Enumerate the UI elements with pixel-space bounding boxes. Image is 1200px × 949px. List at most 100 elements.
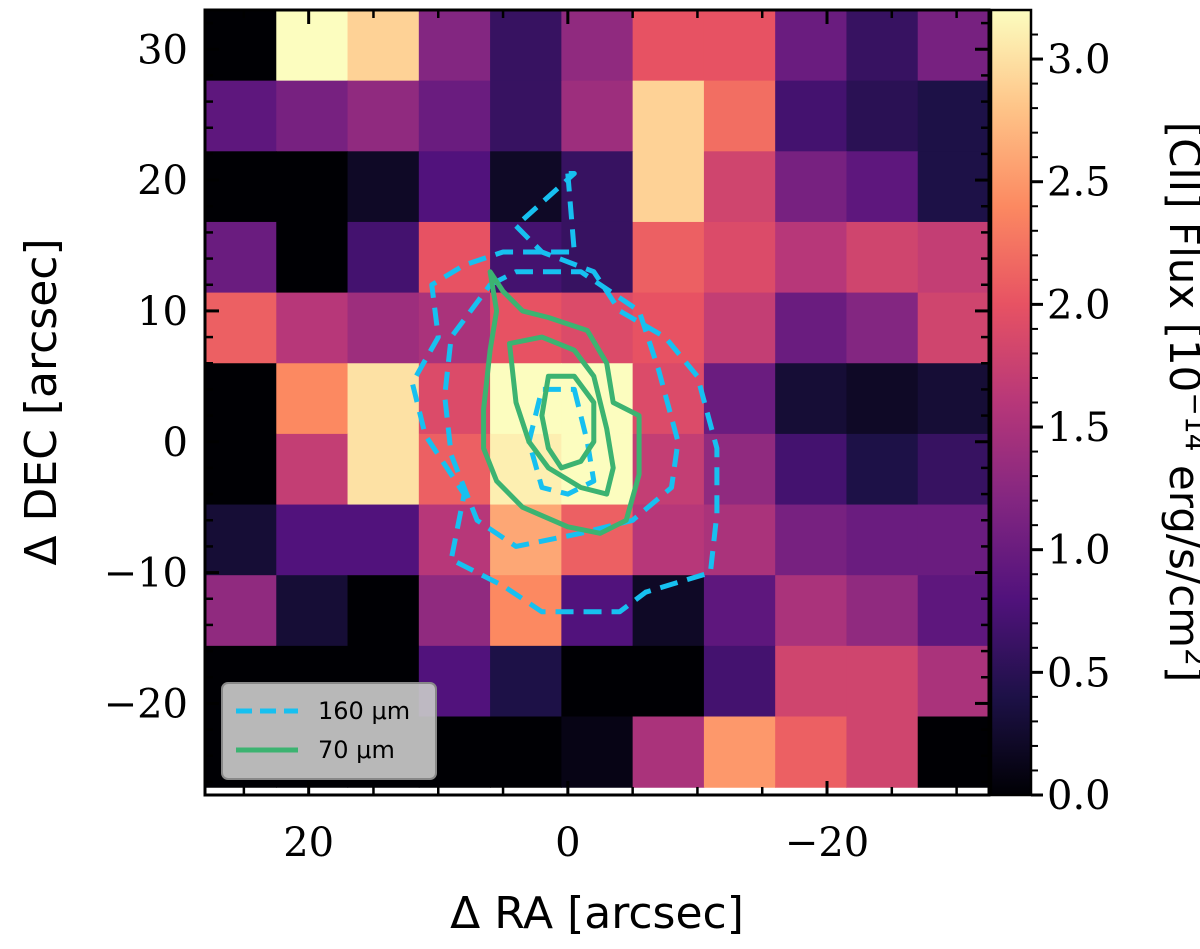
heatmap-cell [205,151,277,223]
heatmap-cell [205,504,277,576]
heatmap-cell [703,10,776,82]
heatmap-cell [276,433,349,506]
legend: 160 μm 70 μm [221,682,437,780]
contour-70um [481,269,642,536]
heatmap-cell [418,80,491,152]
heatmap-cell [561,645,634,718]
heatmap-cell [418,10,491,82]
heatmap-cell [632,716,705,788]
heatmap-cell [205,433,277,506]
heatmap-cell [775,575,848,647]
heatmap-cell [347,292,420,364]
colorbar-tick-label: 2.5 [1047,160,1111,206]
heatmap-cell [846,221,919,294]
heatmap-cell [276,363,349,435]
heatmap-cell [917,363,989,435]
colorbar-tick-label: 1.5 [1047,405,1111,451]
heatmap-cell [490,10,562,82]
heatmap-cell [846,645,919,718]
heatmap-cell [917,433,989,506]
heatmap-cell [276,80,349,152]
heatmap-cell [775,645,848,718]
heatmap-cell [347,221,420,294]
heatmap-cell [205,575,277,647]
heatmap-cell [205,10,277,82]
heatmap-cell [276,575,349,647]
heatmap-cell [418,363,491,435]
colorbar-label: [CII] Flux [10−14 erg/s/cm2] [1160,122,1200,683]
heatmap-cell [347,363,420,435]
heatmap-cell [775,504,848,576]
colorbar-tick-label: 2.0 [1047,282,1111,328]
x-axis-label: Δ RA [arcsec] [450,888,744,939]
contour-160um [442,269,681,549]
heatmap-cell [846,504,919,576]
heatmap-cell [775,10,848,82]
heatmap-cell [775,716,848,788]
heatmap-cell [561,716,634,788]
heatmap-cell [490,645,562,718]
heatmap-cell [846,363,919,435]
heatmap-cell [775,80,848,152]
heatmap-cell [205,292,277,364]
heatmap-cell [347,151,420,223]
x-tick-label: −20 [785,820,869,866]
y-tick-label: −20 [104,681,188,727]
plot-frame [203,8,991,797]
heatmap-cell [846,292,919,364]
heatmap-cell [347,504,420,576]
heatmap-cell [917,716,989,788]
heatmap-cell [205,363,277,435]
heatmap-cell [703,151,776,223]
heatmap-cell [276,504,349,576]
heatmap-cell [276,10,349,82]
heatmap-cell [703,575,776,647]
heatmap-cell [703,292,776,364]
heatmap-cell [347,433,420,506]
contour-160um [409,171,720,615]
heatmap-cell [775,221,848,294]
heatmap-cell [276,151,349,223]
heatmap-cell [490,80,562,152]
heatmap-cell [917,10,989,82]
heatmap-cell [917,504,989,576]
heatmap-cell [846,716,919,788]
heatmap-cell [917,221,989,294]
heatmap-cell [775,363,848,435]
heatmap-cell [775,433,848,506]
heatmap-cell [418,151,491,223]
legend-label-70um: 70 μm [318,736,395,764]
y-tick-label: 0 [163,420,188,466]
heatmap-cell [561,80,634,152]
colorbar-tick-label: 1.0 [1047,528,1111,574]
heatmap-cells [205,10,989,788]
heatmap-cell [846,433,919,506]
heatmap-cell [561,504,634,576]
heatmap-cell [632,80,705,152]
y-axis-label: Δ DEC [arcsec] [16,238,67,565]
colorbar-tick-label: 0.0 [1047,773,1111,819]
heatmap-cell [775,292,848,364]
heatmap-cell [775,151,848,223]
contour-70um [507,334,616,497]
contour-70um [539,373,597,471]
legend-label-160um: 160 μm [318,697,410,725]
heatmap-cell [703,645,776,718]
heatmap-cell [632,221,705,294]
heatmap-cell [276,292,349,364]
colorbar-tick-label: 0.5 [1047,650,1111,696]
heatmap-cell [490,575,562,647]
heatmap-cell [632,433,705,506]
contours [409,171,720,615]
heatmap-cell [703,716,776,788]
heatmap-cell [917,645,989,718]
heatmap-cell [632,645,705,718]
heatmap-cell [703,221,776,294]
colorbar-ticks: 0.0 0.5 1.0 1.5 2.0 2.5 3.0 [1031,33,1111,819]
heatmap-cell [917,575,989,647]
heatmap-cell [418,575,491,647]
heatmap-cell [846,151,919,223]
y-tick-label: 10 [137,289,188,335]
heatmap-cell [347,80,420,152]
